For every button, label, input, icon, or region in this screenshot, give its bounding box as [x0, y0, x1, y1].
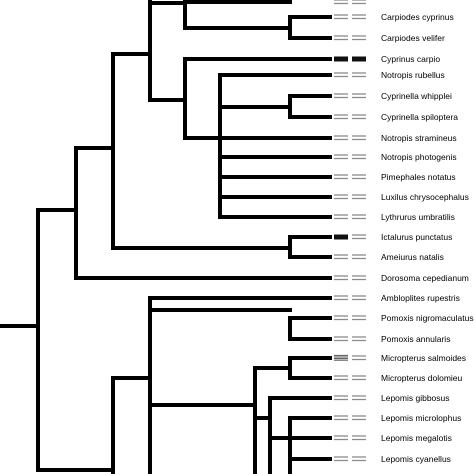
- marker-solid: [334, 234, 348, 240]
- marker-lepomis-gibbosus: [334, 395, 366, 401]
- marker-notropis-stramineus: [334, 135, 366, 141]
- marker-carpiodes-cyprinus: [334, 14, 366, 20]
- taxon-label-ameiurus-natalis: Ameiurus natalis: [381, 252, 444, 262]
- tree-branches: [0, 0, 332, 474]
- marker-micropterus-salmoides: [334, 354, 366, 361]
- marker-luxilus-chrysocephalus: [334, 194, 366, 200]
- marker-lepomis-microlophus: [334, 415, 366, 421]
- taxon-label-notropis-stramineus: Notropis stramineus: [381, 133, 457, 143]
- marker-ictalurus-punctatus: [334, 234, 366, 240]
- marker-ambloplites-rupestris: [334, 295, 366, 301]
- taxon-label-lepomis-gibbosus: Lepomis gibbosus: [381, 393, 450, 403]
- taxon-label-pimephales-notatus: Pimephales notatus: [381, 172, 456, 182]
- clipped-marker-row: [334, 0, 366, 5]
- taxon-label-notropis-photogenis: Notropis photogenis: [381, 152, 457, 162]
- taxon-labels: Carpiodes cyprinus Carpiodes velifer Cypri…: [381, 12, 474, 464]
- marker-carpiodes-velifer: [334, 35, 366, 41]
- taxon-label-carpiodes-cyprinus: Carpiodes cyprinus: [381, 12, 454, 22]
- taxon-label-carpiodes-velifer: Carpiodes velifer: [381, 33, 445, 43]
- marker-pimephales-notatus: [334, 174, 366, 180]
- marker-cyprinus-carpio: [334, 56, 366, 62]
- taxon-label-dorosoma-cepedianum: Dorosoma cepedianum: [381, 273, 469, 283]
- marker-lepomis-cyanellus: [334, 456, 366, 462]
- taxon-label-pomoxis-annularis: Pomoxis annularis: [381, 334, 450, 344]
- taxon-label-notropis-rubellus: Notropis rubellus: [381, 70, 445, 80]
- marker-ameiurus-natalis: [334, 254, 366, 260]
- taxon-label-ambloplites-rupestris: Ambloplites rupestris: [381, 293, 460, 303]
- marker-notropis-photogenis: [334, 154, 366, 160]
- taxon-label-lepomis-microlophus: Lepomis microlophus: [381, 413, 461, 423]
- taxon-label-micropterus-salmoides: Micropterus salmoides: [381, 353, 466, 363]
- taxon-label-micropterus-dolomieu: Micropterus dolomieu: [381, 373, 463, 383]
- marker-micropterus-dolomieu: [334, 375, 366, 381]
- taxon-label-ictalurus-punctatus: Ictalurus punctatus: [381, 232, 452, 242]
- taxon-label-cyprinus-carpio: Cyprinus carpio: [381, 54, 440, 64]
- taxon-label-lepomis-megalotis: Lepomis megalotis: [381, 433, 452, 443]
- taxon-label-lepomis-cyanellus: Lepomis cyanellus: [381, 454, 451, 464]
- marker-lythrurus-umbratilis: [334, 214, 366, 220]
- marker-cyprinella-spiloptera: [334, 114, 366, 120]
- marker-pomoxis-annularis: [334, 336, 366, 342]
- marker-lepomis-megalotis: [334, 435, 366, 441]
- marker-notropis-rubellus: [334, 72, 366, 78]
- taxon-label-cyprinella-spiloptera: Cyprinella spiloptera: [381, 112, 458, 122]
- marker-solid: [334, 56, 348, 62]
- marker-solid: [352, 56, 366, 62]
- taxon-label-cyprinella-whipplei: Cyprinella whipplei: [381, 91, 452, 101]
- taxon-label-pomoxis-nigromaculatus: Pomoxis nigromaculatus: [381, 313, 474, 323]
- marker-cyprinella-whipplei: [334, 93, 366, 99]
- ambloplites-junction: [148, 296, 292, 312]
- taxon-label-lythrurus-umbratilis: Lythrurus umbratilis: [381, 212, 455, 222]
- taxon-label-luxilus-chrysocephalus: Luxilus chrysocephalus: [381, 192, 469, 202]
- marker-dorosoma-cepedianum: [334, 275, 366, 281]
- marker-pomoxis-nigromaculatus: [334, 315, 366, 321]
- character-markers: [334, 0, 366, 462]
